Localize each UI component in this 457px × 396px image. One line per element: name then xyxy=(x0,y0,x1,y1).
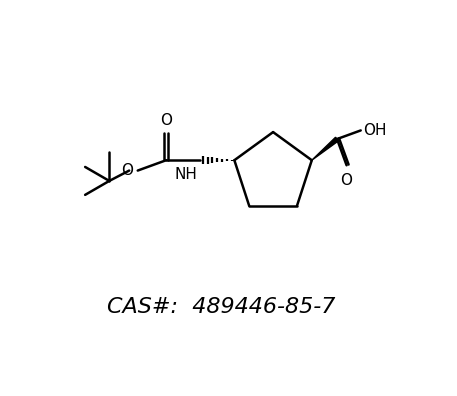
Polygon shape xyxy=(312,137,339,160)
Text: O: O xyxy=(340,173,353,188)
Text: CAS#:  489446-85-7: CAS#: 489446-85-7 xyxy=(106,297,335,316)
Text: O: O xyxy=(160,113,172,128)
Text: NH: NH xyxy=(174,167,197,182)
Text: O: O xyxy=(121,163,133,178)
Text: OH: OH xyxy=(363,123,387,138)
